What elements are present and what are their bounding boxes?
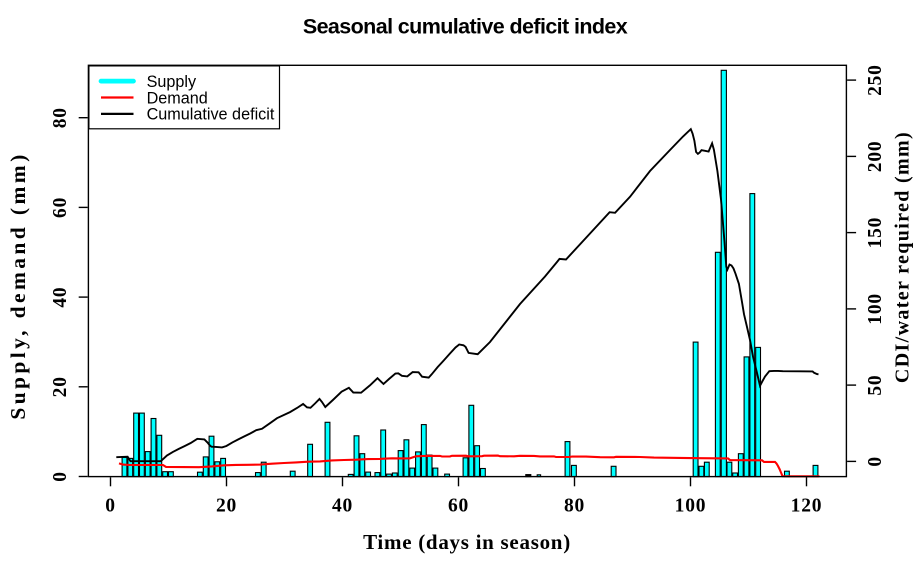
svg-text:40: 40	[50, 287, 71, 308]
svg-text:20: 20	[216, 496, 237, 517]
svg-text:200: 200	[865, 141, 886, 173]
svg-text:50: 50	[865, 375, 886, 396]
svg-text:250: 250	[865, 64, 886, 96]
svg-text:60: 60	[50, 197, 71, 218]
svg-text:150: 150	[865, 217, 886, 249]
svg-text:Time (days in season): Time (days in season)	[363, 530, 571, 554]
svg-text:80: 80	[50, 107, 71, 128]
svg-text:Cumulative deficit: Cumulative deficit	[147, 106, 275, 124]
svg-text:100: 100	[865, 293, 886, 325]
svg-text:60: 60	[448, 496, 469, 517]
svg-text:Supply, demand (mm): Supply, demand (mm)	[6, 151, 30, 419]
svg-text:Demand: Demand	[147, 89, 208, 107]
svg-text:Supply: Supply	[147, 73, 197, 91]
svg-text:40: 40	[332, 496, 353, 517]
svg-text:0: 0	[50, 471, 71, 482]
svg-text:CDI/water required (mm): CDI/water required (mm)	[892, 131, 914, 383]
svg-text:100: 100	[675, 496, 707, 517]
svg-text:0: 0	[865, 456, 886, 467]
svg-text:20: 20	[50, 376, 71, 397]
svg-text:0: 0	[105, 496, 116, 517]
svg-text:120: 120	[791, 496, 823, 517]
svg-text:80: 80	[564, 496, 585, 517]
svg-text:Seasonal cumulative deficit in: Seasonal cumulative deficit index	[303, 15, 628, 39]
